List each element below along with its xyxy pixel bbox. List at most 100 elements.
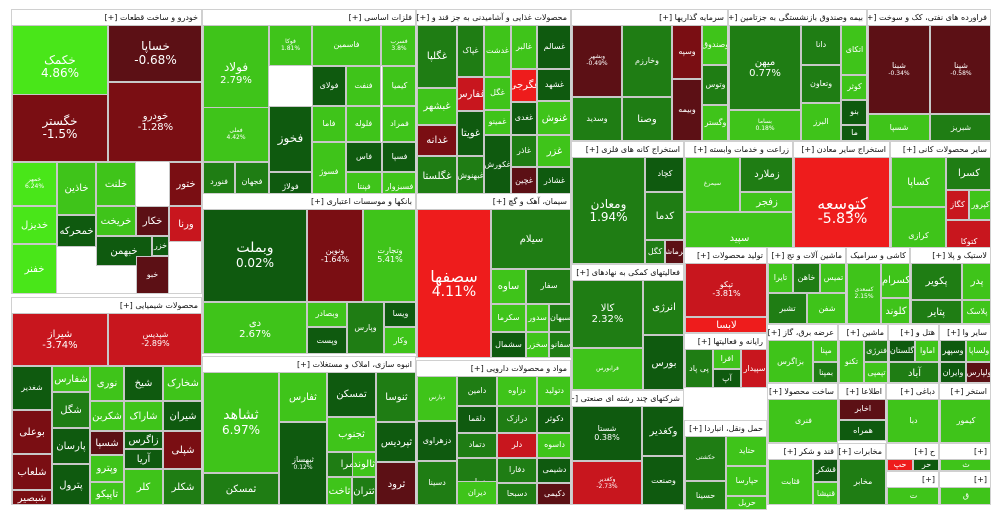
stock-tile[interactable]: دپارس <box>417 376 457 421</box>
stock-tile[interactable]: کسعدی 2.15% <box>847 263 881 323</box>
stock-tile[interactable]: فوکا 1.81% <box>269 25 312 66</box>
stock-tile[interactable]: سدور <box>526 304 549 332</box>
stock-tile[interactable]: خگستر -1.5% <box>12 94 108 162</box>
stock-tile[interactable]: لابسا <box>685 317 766 332</box>
stock-tile[interactable]: ثجنوب <box>327 417 376 452</box>
stock-tile[interactable]: قشکر <box>813 459 837 482</box>
stock-tile[interactable]: تکنو <box>839 340 864 382</box>
sector-title[interactable]: محصولات شیمیایی [+] <box>12 298 201 313</box>
stock-tile[interactable]: ومعادن 1.94% <box>572 157 645 263</box>
stock-tile[interactable]: بساما 0.18% <box>729 110 801 140</box>
sector-title[interactable]: [+] <box>940 472 990 487</box>
stock-tile[interactable]: کتوسعه -5.83% <box>794 157 889 263</box>
sector-title[interactable]: سرمایه گذاریها [+] <box>572 10 727 25</box>
stock-tile[interactable]: تمسکن <box>327 372 376 417</box>
stock-tile[interactable]: پدر <box>962 263 990 300</box>
stock-tile[interactable]: دتولید <box>537 376 570 406</box>
stock-tile[interactable]: حسینا <box>685 481 726 509</box>
stock-tile[interactable]: غگرجی <box>511 69 537 102</box>
sector-title[interactable]: استخراج کانه های فلزی [+] <box>572 142 683 157</box>
stock-tile[interactable]: سپیدار <box>741 349 766 387</box>
stock-tile[interactable]: شخارک <box>163 366 201 401</box>
stock-tile[interactable]: پکویر <box>911 263 962 300</box>
stock-tile[interactable]: ولساپا <box>966 340 990 362</box>
sector-title[interactable]: اطلاعا [+] <box>839 384 885 399</box>
stock-tile[interactable]: دکوثر <box>537 406 570 433</box>
stock-tile[interactable]: فنری <box>768 399 837 442</box>
stock-tile[interactable]: ث <box>940 459 990 470</box>
sector-title[interactable]: ح [+] <box>887 444 938 459</box>
stock-tile[interactable]: غچین <box>511 167 537 194</box>
stock-tile[interactable]: شبصیر <box>12 490 52 504</box>
sector-title[interactable]: رایانه و فعالیتها [+] <box>685 334 766 349</box>
stock-tile[interactable]: غالبر <box>511 25 537 69</box>
stock-tile[interactable]: خبو <box>136 256 169 293</box>
stock-tile[interactable]: خمحرکه <box>57 215 96 247</box>
stock-tile[interactable]: ثبهساز 0.12% <box>279 422 327 504</box>
stock-tile[interactable]: دتماد <box>457 433 497 458</box>
stock-tile[interactable]: شفارس <box>52 366 90 392</box>
stock-tile[interactable]: البرز <box>801 103 841 140</box>
sector-title[interactable]: فلزات اساسی [+] <box>203 10 415 25</box>
stock-tile[interactable]: شبنا -0.34% <box>868 25 930 114</box>
stock-tile[interactable]: پی پاد <box>685 349 713 387</box>
stock-tile[interactable]: خودرو -1.28% <box>108 82 201 162</box>
stock-tile[interactable]: قنیشا <box>813 482 837 504</box>
sector-title[interactable]: ماشین [+] <box>839 325 887 340</box>
stock-tile[interactable]: حپارسا <box>726 466 766 496</box>
stock-tile[interactable]: آریا <box>124 449 163 469</box>
stock-tile[interactable]: سبهان <box>549 304 570 332</box>
stock-tile[interactable]: تمیس <box>820 263 845 293</box>
stock-tile[interactable]: غفارس <box>457 77 484 111</box>
sector-title[interactable]: شرکتهای چند رشته ای صنعتی [+] <box>572 391 683 406</box>
stock-tile[interactable]: دانا <box>801 25 841 65</box>
stock-tile[interactable]: فسرب 3.8% <box>381 25 415 66</box>
stock-tile[interactable]: بوعلی <box>12 410 52 454</box>
stock-tile[interactable]: کدما <box>645 192 683 240</box>
stock-tile[interactable]: دی 2.67% <box>203 302 307 353</box>
stock-tile[interactable]: پلاسک <box>962 300 990 323</box>
stock-tile[interactable]: کساپا <box>891 157 946 207</box>
sector-title[interactable]: مواد و محصولات دارویی [+] <box>417 361 570 376</box>
stock-tile[interactable]: بنو <box>841 100 866 125</box>
stock-tile[interactable]: فسوژ <box>312 142 346 201</box>
stock-tile[interactable]: غسالم <box>537 25 570 69</box>
stock-tile[interactable]: وتجارت 5.41% <box>363 209 415 302</box>
stock-tile[interactable]: کیمیا <box>382 66 415 106</box>
stock-tile[interactable]: غدشت <box>484 25 511 77</box>
sector-title[interactable]: خودرو و ساخت قطعات [+] <box>12 10 201 25</box>
sector-title[interactable]: فعالیتهای کمکی به نهادهای [+] <box>572 265 683 280</box>
stock-tile[interactable]: غدانه <box>417 125 457 156</box>
stock-tile[interactable]: غبهنوش <box>457 156 484 194</box>
stock-tile[interactable]: حپ <box>887 459 913 470</box>
stock-tile[interactable]: شپلی <box>163 431 201 469</box>
sector-title[interactable]: کاشی و سرامیک [+] <box>847 248 909 263</box>
sector-title[interactable]: تولید محصولات [+] <box>685 248 766 263</box>
stock-tile[interactable]: ثشاهد 6.97% <box>203 372 279 473</box>
stock-tile[interactable]: ختور <box>169 162 201 206</box>
stock-tile[interactable]: فاسمین <box>312 25 381 66</box>
stock-tile[interactable]: سخزر <box>526 332 549 357</box>
stock-tile[interactable]: بمپنا <box>813 362 837 382</box>
stock-tile[interactable]: غشهد <box>537 69 570 101</box>
sector-title[interactable]: سیمان، آهک و گچ [+] <box>417 194 570 209</box>
stock-tile[interactable]: زفجر <box>740 192 792 212</box>
stock-tile[interactable]: دسبحا <box>497 483 537 504</box>
stock-tile[interactable]: دزاوه <box>497 376 537 406</box>
stock-tile[interactable]: فولاد 2.79% <box>203 25 269 122</box>
sector-title[interactable]: محصولات غذایی و آشامیدنی به جز قند و [+] <box>417 10 570 25</box>
sector-title[interactable]: لاستیک و پلا [+] <box>911 248 990 263</box>
stock-tile[interactable]: مخابر <box>839 459 885 504</box>
stock-tile[interactable]: وخارزم <box>622 25 672 97</box>
stock-tile[interactable]: دلر <box>497 433 537 458</box>
stock-tile[interactable]: دامین <box>457 376 497 406</box>
stock-tile[interactable]: سفار <box>526 269 570 304</box>
stock-tile[interactable]: فاس <box>346 142 382 172</box>
stock-tile[interactable]: شگل <box>52 392 90 428</box>
stock-tile[interactable]: خفنر <box>12 244 57 293</box>
stock-tile[interactable]: همراه <box>839 420 885 440</box>
stock-tile[interactable]: خدیزل <box>12 206 57 244</box>
stock-tile[interactable]: غگلپا <box>417 25 457 88</box>
stock-tile[interactable]: پترول <box>52 464 90 504</box>
stock-tile[interactable]: ثتران <box>352 477 376 504</box>
